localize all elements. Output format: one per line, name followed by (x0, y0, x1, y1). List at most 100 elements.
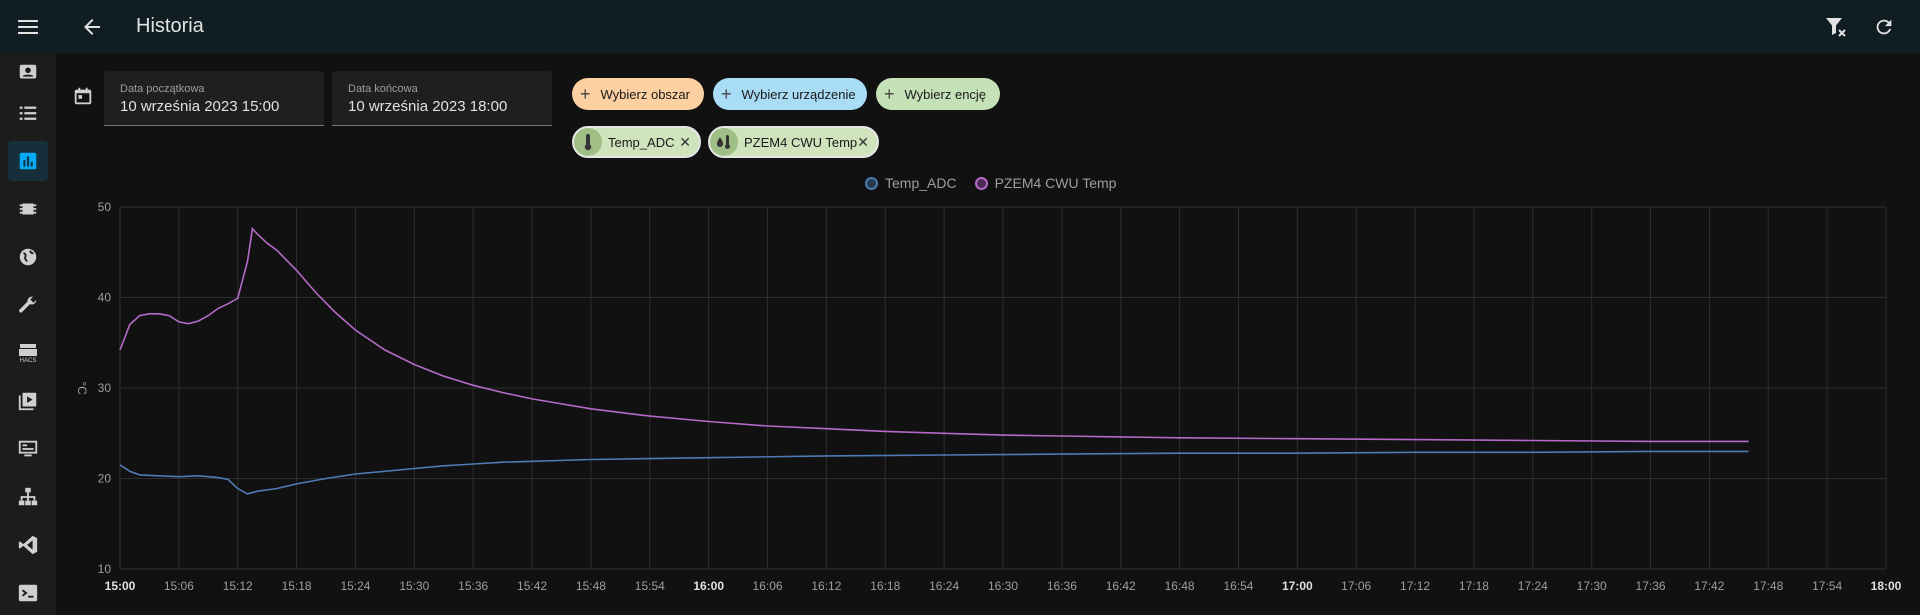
x-tick-label: 16:36 (1047, 579, 1077, 593)
monitor-dashboard-icon (18, 440, 38, 457)
choose-device-label: Wybierz urządzenie (741, 86, 856, 102)
refresh-button[interactable] (1870, 13, 1898, 41)
sitemap-icon (18, 487, 38, 506)
play-box-icon (18, 392, 37, 411)
x-tick-label: 15:30 (399, 579, 429, 593)
plus-icon: + (580, 84, 591, 104)
end-date-label: Data końcowa (348, 83, 418, 95)
hacs-label: HACS (19, 357, 37, 364)
x-tick-label: 16:54 (1223, 579, 1253, 593)
console-icon (18, 584, 38, 602)
back-button[interactable] (78, 13, 106, 41)
x-tick-label: 15:06 (164, 579, 194, 593)
page-title: Historia (136, 15, 204, 37)
chart-box-icon (19, 152, 37, 170)
sidebar-item-history[interactable] (8, 141, 48, 181)
x-tick-label: 17:12 (1400, 579, 1430, 593)
entity-chip-label: PZEM4 CWU Temp (744, 134, 858, 150)
series-line-temp-adc (119, 450, 1749, 495)
start-date-label: Data początkowa (120, 83, 205, 95)
y-tick-label: 20 (98, 472, 112, 486)
menu-button[interactable] (14, 13, 42, 41)
x-tick-label: 16:12 (811, 579, 841, 593)
legend-label: Temp_ADC (885, 175, 957, 191)
legend-swatch (865, 176, 878, 190)
sidebar: HACS (0, 53, 56, 615)
x-tick-label: 16:00 (693, 579, 724, 593)
legend-swatch (974, 176, 988, 190)
entity-chip-temp-adc[interactable]: Temp_ADC ✕ (572, 126, 701, 158)
hacs-icon (19, 343, 37, 356)
sidebar-item-map[interactable] (8, 237, 48, 277)
entity-chip-pzem4-cwu-temp[interactable]: PZEM4 CWU Temp ✕ (708, 126, 879, 158)
end-date-field[interactable]: Data końcowa 10 września 2023 18:00 (332, 71, 552, 126)
legend-item-temp-adc[interactable]: Temp_ADC (865, 175, 957, 191)
x-tick-label: 15:42 (517, 579, 547, 593)
x-tick-label: 15:48 (576, 579, 606, 593)
entity-chip-label: Temp_ADC (608, 134, 675, 150)
x-tick-label: 16:06 (753, 579, 783, 593)
choose-device-button[interactable]: + Wybierz urządzenie (713, 78, 867, 110)
history-chart[interactable]: 10 20 30 40 50 15:00 15:06 15:12 15:18 15:24 15:30… (0, 195, 1920, 615)
choose-area-button[interactable]: + Wybierz obszar (572, 78, 704, 110)
chip-icon (19, 203, 37, 215)
y-tick-label: 50 (98, 200, 112, 214)
legend-label: PZEM4 CWU Temp (994, 175, 1117, 191)
x-tick-label: 15:54 (635, 579, 665, 593)
y-tick-label: 30 (98, 381, 112, 395)
sidebar-item-profile[interactable] (8, 53, 48, 93)
x-tick-label: 15:00 (105, 579, 136, 593)
x-tick-label: 17:48 (1753, 579, 1783, 593)
choose-area-label: Wybierz obszar (600, 86, 690, 102)
x-tick-label: 17:36 (1636, 579, 1666, 593)
account-box-icon (19, 64, 37, 79)
plus-icon: + (884, 84, 895, 104)
list-icon (19, 106, 37, 120)
globe-icon (19, 248, 37, 266)
clear-filter-button[interactable] (1822, 13, 1850, 41)
calendar-button[interactable] (72, 85, 96, 109)
choose-entity-label: Wybierz encję (904, 86, 987, 102)
x-tick-label: 17:00 (1282, 579, 1313, 593)
sidebar-item-network[interactable] (8, 477, 48, 517)
plus-icon: + (721, 84, 732, 104)
start-date-value: 10 września 2023 15:00 (120, 98, 280, 115)
x-tick-label: 17:30 (1577, 579, 1607, 593)
remove-icon[interactable]: ✕ (857, 133, 869, 150)
sidebar-item-hacs[interactable]: HACS (8, 333, 48, 373)
x-tick-label: 17:06 (1341, 579, 1371, 593)
x-tick-label: 15:18 (282, 579, 312, 593)
sidebar-item-esphome[interactable] (8, 189, 48, 229)
x-tick-label: 16:42 (1106, 579, 1136, 593)
x-tick-label: 15:12 (223, 579, 253, 593)
sidebar-item-logbook[interactable] (8, 93, 48, 133)
y-tick-label: 40 (98, 291, 112, 305)
series-line-pzem4-cwu-temp (119, 226, 1749, 443)
water-thermometer-icon (710, 128, 738, 156)
choose-entity-button[interactable]: + Wybierz encję (876, 78, 1000, 110)
start-date-field[interactable]: Data początkowa 10 września 2023 15:00 (104, 71, 324, 126)
x-tick-label: 17:24 (1518, 579, 1548, 593)
arrow-left-icon (84, 19, 100, 35)
vscode-icon (18, 535, 38, 555)
x-tick-label: 17:42 (1694, 579, 1724, 593)
sidebar-item-vscode[interactable] (8, 525, 48, 565)
legend-item-pzem4-cwu-temp[interactable]: PZEM4 CWU Temp (974, 175, 1117, 191)
x-tick-label: 18:00 (1871, 579, 1902, 593)
x-tick-label: 16:24 (929, 579, 959, 593)
remove-icon[interactable]: ✕ (679, 133, 691, 150)
x-tick-label: 16:48 (1165, 579, 1195, 593)
y-axis-label: °C (75, 381, 89, 395)
calendar-icon (74, 87, 92, 105)
menu-icon (18, 20, 38, 34)
thermometer-icon (574, 128, 602, 156)
sidebar-item-terminal[interactable] (8, 573, 48, 613)
sidebar-item-settings[interactable] (8, 285, 48, 325)
sidebar-item-dashboard[interactable] (8, 429, 48, 469)
x-tick-label: 17:18 (1459, 579, 1489, 593)
chart-legend: Temp_ADC PZEM4 CWU Temp (865, 175, 1134, 191)
x-tick-label: 15:36 (458, 579, 488, 593)
sidebar-item-media[interactable] (8, 381, 48, 421)
x-tick-label: 17:54 (1812, 579, 1842, 593)
filter-remove-icon (1826, 18, 1846, 37)
